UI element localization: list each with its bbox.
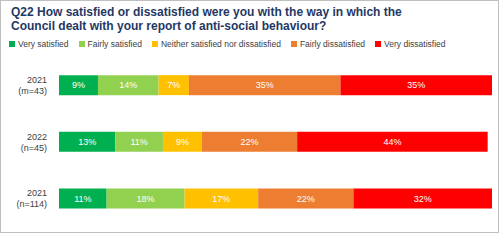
svg-text:35%: 35% xyxy=(407,80,425,90)
html-text:Neither satisfied nor dissatis: Neither satisfied nor dissatisfied xyxy=(160,39,281,49)
svg-text:2021(n=114): 2021(n=114) xyxy=(16,188,47,209)
html-text:Q22 How satisfied or dissatisf: Q22 How satisfied or dissatisfied were y… xyxy=(11,5,402,33)
html-text:Fairly dissatisfied: Fairly dissatisfied xyxy=(299,39,366,49)
svg-text:18%: 18% xyxy=(137,194,155,204)
svg-text:9%: 9% xyxy=(176,137,189,147)
svg-text:17%: 17% xyxy=(212,194,230,204)
svg-text:2021(m=43): 2021(m=43) xyxy=(18,75,47,96)
svg-text:2022(n=45): 2022(n=45) xyxy=(21,132,47,153)
svg-text:9%: 9% xyxy=(72,80,85,90)
svg-text:11%: 11% xyxy=(74,194,91,204)
html-text:Very satisfied: Very satisfied xyxy=(18,39,69,49)
html-text:Fairly satisfied: Fairly satisfied xyxy=(87,39,142,49)
svg-text:13%: 13% xyxy=(78,137,96,147)
svg-text:11%: 11% xyxy=(130,137,147,147)
svg-text:22%: 22% xyxy=(297,194,315,204)
svg-text:14%: 14% xyxy=(119,80,137,90)
svg-text:44%: 44% xyxy=(383,137,401,147)
svg-text:22%: 22% xyxy=(241,137,259,147)
svg-text:32%: 32% xyxy=(414,194,432,204)
html-text:Very dissatisfied: Very dissatisfied xyxy=(384,39,446,49)
svg-text:35%: 35% xyxy=(256,80,274,90)
svg-text:7%: 7% xyxy=(167,80,180,90)
